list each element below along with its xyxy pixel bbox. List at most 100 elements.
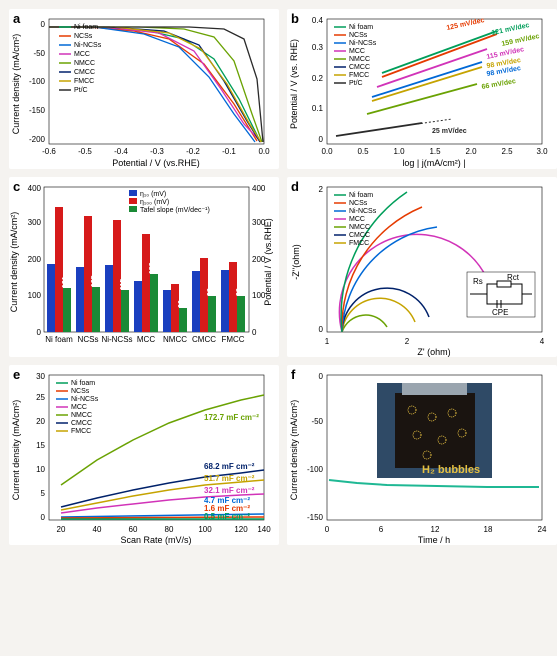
svg-text:172.7 mF cm⁻²: 172.7 mF cm⁻² (204, 413, 259, 422)
svg-text:CMCC: CMCC (192, 335, 216, 344)
svg-text:180: 180 (75, 255, 82, 267)
svg-text:2: 2 (319, 185, 324, 194)
svg-text:12: 12 (431, 525, 440, 534)
svg-text:5: 5 (41, 489, 46, 498)
svg-text:MCC: MCC (137, 335, 155, 344)
svg-text:115: 115 (120, 279, 127, 290)
svg-text:125: 125 (91, 275, 98, 287)
svg-text:Time / h: Time / h (418, 535, 450, 545)
svg-text:η₁₀₀ (mV): η₁₀₀ (mV) (140, 199, 169, 206)
svg-text:FMCC: FMCC (349, 240, 369, 247)
svg-text:345: 345 (54, 195, 61, 207)
svg-text:-200: -200 (29, 135, 46, 144)
svg-text:-0.2: -0.2 (186, 147, 200, 156)
svg-text:NCSs: NCSs (349, 200, 368, 207)
svg-text:NMCC: NMCC (349, 56, 370, 63)
svg-text:100: 100 (198, 525, 212, 534)
svg-text:NCSs: NCSs (349, 32, 368, 39)
svg-text:10: 10 (36, 465, 45, 474)
svg-text:Potential / V (vs.RHE): Potential / V (vs.RHE) (263, 218, 273, 306)
svg-text:-100: -100 (307, 465, 324, 474)
svg-text:25: 25 (36, 393, 45, 402)
svg-text:80: 80 (165, 525, 174, 534)
svg-text:32.1 mF cm⁻²: 32.1 mF cm⁻² (204, 486, 255, 495)
svg-text:2: 2 (405, 337, 410, 346)
svg-text:MCC: MCC (71, 404, 87, 411)
svg-text:3.0: 3.0 (536, 147, 548, 156)
svg-text:1.0: 1.0 (393, 147, 405, 156)
svg-text:CMCC: CMCC (71, 420, 92, 427)
svg-text:2.0: 2.0 (465, 147, 477, 156)
panel-a: a -200 -150 -100 -50 0 -0.6 -0.5 -0.4 -0… (9, 9, 279, 169)
svg-text:-0.4: -0.4 (114, 147, 128, 156)
svg-text:0.5: 0.5 (357, 147, 369, 156)
svg-text:MCC: MCC (349, 216, 365, 223)
svg-text:0.0: 0.0 (258, 147, 270, 156)
svg-text:Z' (ohm): Z' (ohm) (417, 347, 450, 357)
svg-text:0: 0 (319, 372, 324, 381)
svg-text:Ni-NCSs: Ni-NCSs (349, 40, 377, 47)
svg-text:-100: -100 (29, 77, 46, 86)
svg-text:Potential / V (vs. RHE): Potential / V (vs. RHE) (289, 39, 299, 129)
svg-text:FMCC: FMCC (221, 335, 244, 344)
svg-text:Ni foam: Ni foam (349, 192, 373, 199)
svg-text:log | j(mA/cm²) |: log | j(mA/cm²) | (402, 158, 465, 168)
svg-text:0: 0 (41, 513, 46, 522)
svg-text:2.5: 2.5 (501, 147, 513, 156)
svg-text:115: 115 (162, 279, 169, 290)
svg-text:18: 18 (484, 525, 493, 534)
svg-text:0: 0 (37, 328, 42, 337)
svg-text:308: 308 (112, 208, 119, 220)
svg-text:Ni foam: Ni foam (45, 335, 73, 344)
svg-text:159: 159 (149, 262, 156, 274)
svg-text:Rs: Rs (473, 277, 483, 286)
svg-text:0: 0 (319, 325, 324, 334)
svg-text:-0.3: -0.3 (150, 147, 164, 156)
svg-text:0.2: 0.2 (312, 74, 324, 83)
svg-text:-0.5: -0.5 (78, 147, 92, 156)
svg-text:Ni-NCSs: Ni-NCSs (101, 335, 132, 344)
svg-text:H₂ bubbles: H₂ bubbles (422, 464, 480, 476)
svg-text:Pt/C: Pt/C (74, 87, 88, 94)
svg-text:300: 300 (28, 218, 42, 227)
svg-text:Ni-NCSs: Ni-NCSs (71, 396, 99, 403)
svg-text:319: 319 (83, 204, 90, 216)
svg-text:NMCC: NMCC (349, 224, 370, 231)
svg-text:CMCC: CMCC (349, 64, 370, 71)
svg-text:200: 200 (28, 255, 42, 264)
svg-text:NMCC: NMCC (74, 60, 95, 67)
svg-text:NMCC: NMCC (71, 412, 92, 419)
svg-text:131: 131 (170, 272, 177, 284)
svg-text:6: 6 (379, 525, 384, 534)
svg-text:MCC: MCC (349, 48, 365, 55)
svg-text:-Z''(ohm): -Z''(ohm) (291, 244, 301, 279)
svg-text:Current density (mA/cm²): Current density (mA/cm²) (11, 34, 21, 135)
svg-text:68.2 mF cm⁻²: 68.2 mF cm⁻² (204, 462, 255, 471)
svg-text:NCSs: NCSs (78, 335, 99, 344)
svg-text:20: 20 (36, 417, 45, 426)
svg-text:Ni-NCSs: Ni-NCSs (349, 208, 377, 215)
svg-text:Ni foam: Ni foam (74, 24, 98, 31)
figure-grid: a -200 -150 -100 -50 0 -0.6 -0.5 -0.4 -0… (5, 5, 552, 549)
svg-text:η₁₀ (mV): η₁₀ (mV) (140, 191, 166, 198)
svg-text:140: 140 (257, 525, 271, 534)
svg-text:121: 121 (62, 276, 69, 288)
svg-text:-150: -150 (307, 513, 324, 522)
svg-text:270: 270 (141, 222, 148, 234)
svg-text:4: 4 (540, 337, 545, 346)
svg-text:Current density (mA/cm²): Current density (mA/cm²) (11, 400, 21, 501)
svg-text:CMCC: CMCC (349, 232, 370, 239)
svg-text:0: 0 (41, 20, 46, 29)
svg-text:0.1: 0.1 (312, 104, 324, 113)
svg-text:NMCC: NMCC (163, 335, 187, 344)
svg-text:169: 169 (191, 259, 198, 271)
svg-text:1.5: 1.5 (429, 147, 441, 156)
svg-text:100: 100 (28, 291, 42, 300)
panel-c: c 188345121 180319125 187308115 13927015… (9, 177, 279, 357)
svg-text:NCSs: NCSs (71, 388, 90, 395)
svg-text:139: 139 (133, 269, 140, 281)
svg-text:-0.1: -0.1 (222, 147, 236, 156)
svg-text:98: 98 (207, 288, 214, 296)
svg-text:66: 66 (178, 300, 185, 308)
svg-text:FMCC: FMCC (349, 72, 369, 79)
